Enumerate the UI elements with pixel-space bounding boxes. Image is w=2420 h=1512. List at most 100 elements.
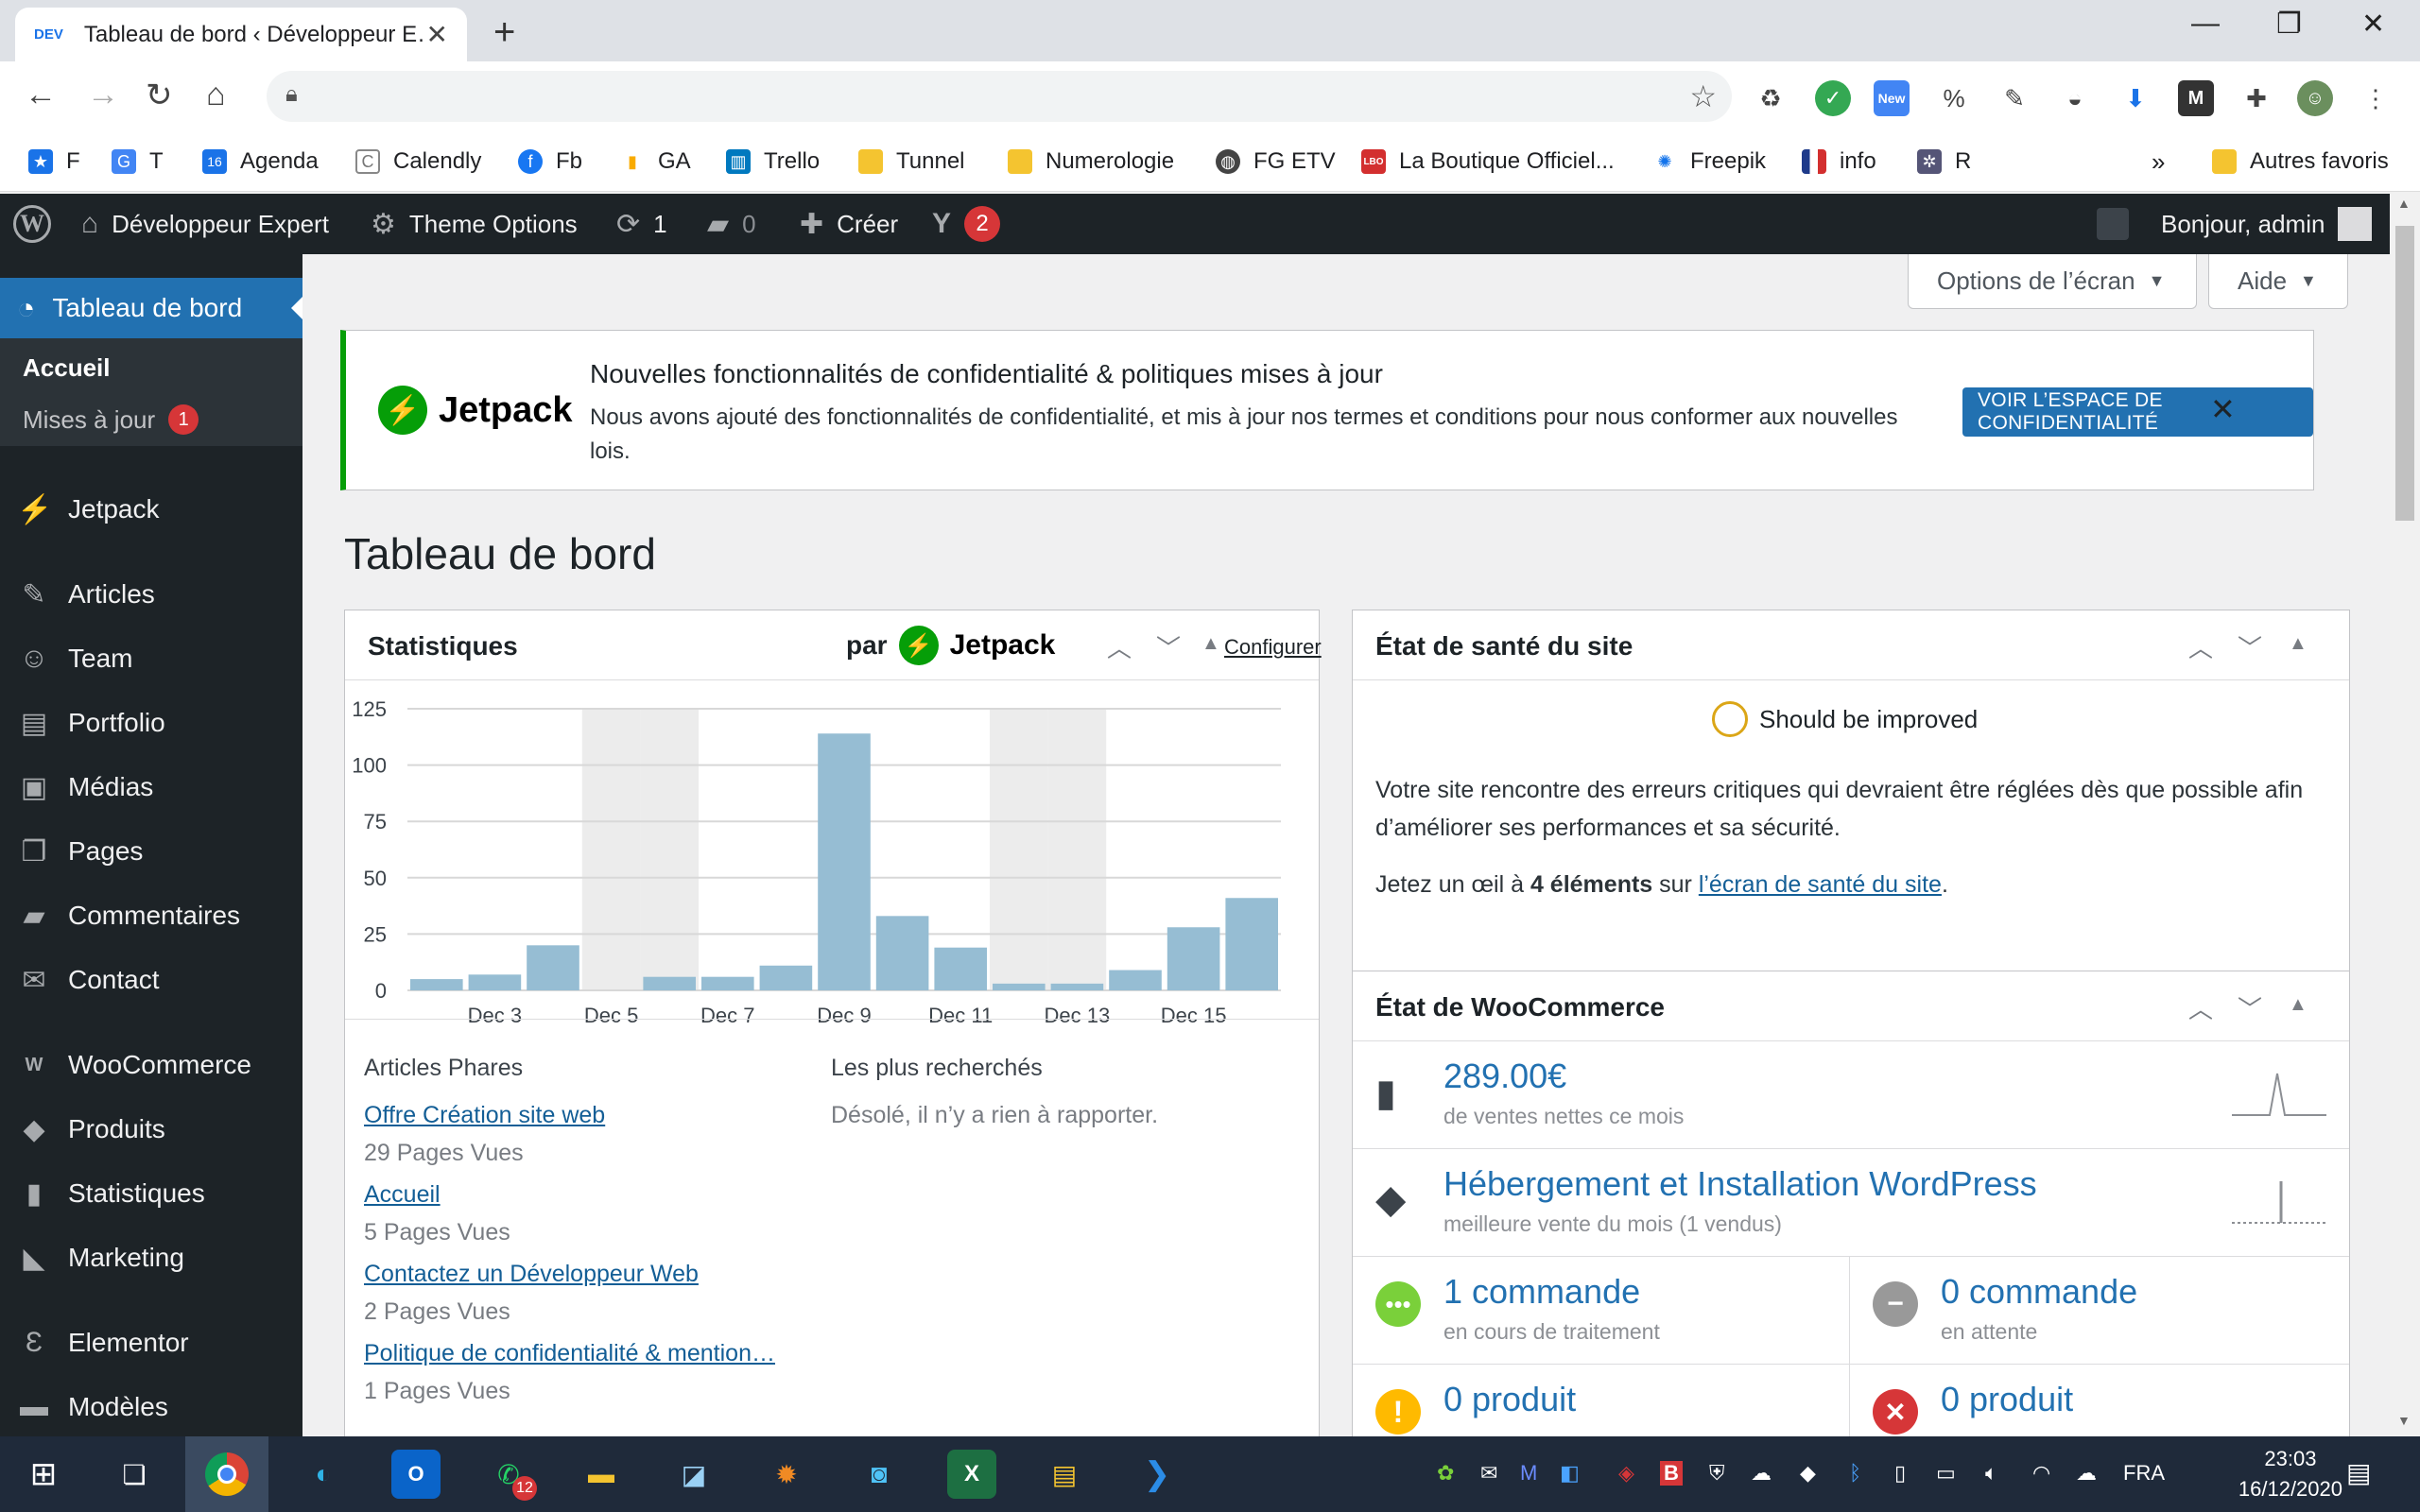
- other-bookmarks-folder[interactable]: Autres favoris: [2212, 143, 2389, 180]
- top-post-link[interactable]: Contactez un Développeur Web: [364, 1261, 699, 1287]
- out-of-stock-cell[interactable]: ✕ 0 produit: [1850, 1365, 2349, 1436]
- tray-dropbox-icon[interactable]: ◆: [1800, 1461, 1816, 1485]
- menu-media[interactable]: ▣ Médias: [0, 761, 302, 814]
- account-menu[interactable]: Bonjour, admin: [2161, 194, 2373, 254]
- bookmark-item[interactable]: ▥ Trello: [726, 143, 820, 180]
- menu-marketing[interactable]: ◣ Marketing: [0, 1231, 302, 1284]
- new-tab-icon[interactable]: +: [493, 11, 516, 53]
- bookmark-item[interactable]: Tunnel: [858, 143, 965, 180]
- windows-start-icon[interactable]: ⊞: [29, 1456, 58, 1492]
- bookmark-item[interactable]: LBO La Boutique Officiel...: [1361, 143, 1615, 180]
- tray-app-icon[interactable]: ✿: [1437, 1461, 1455, 1485]
- tray-bluetooth-icon[interactable]: ᛒ: [1849, 1461, 1862, 1485]
- percent-ext-icon[interactable]: %: [1943, 83, 1965, 112]
- move-up-icon[interactable]: ︿: [2188, 634, 2214, 662]
- menu-contact[interactable]: ✉ Contact: [0, 954, 302, 1006]
- tray-mail-icon[interactable]: ✉: [1480, 1461, 1498, 1485]
- configure-link[interactable]: Configurer: [1224, 635, 1322, 659]
- download-ext-icon[interactable]: ⬇: [2125, 83, 2146, 112]
- restore-icon[interactable]: ❐: [2276, 9, 2302, 40]
- tray-cloud-sync-icon[interactable]: ☁: [2076, 1461, 2097, 1485]
- address-bar[interactable]: 🔒︎ ☆: [267, 71, 1732, 122]
- tray-onedrive-icon[interactable]: ☁: [1751, 1461, 1772, 1485]
- bookmark-item[interactable]: ◍ FG ETV: [1216, 143, 1336, 180]
- top-post-link[interactable]: Offre Création site web: [364, 1102, 606, 1128]
- bookmark-item[interactable]: Numerologie: [1008, 143, 1174, 180]
- minimize-icon[interactable]: —: [2191, 8, 2220, 39]
- scrollbar-thumb[interactable]: [2395, 226, 2414, 521]
- bookmark-star-icon[interactable]: ☆: [1689, 79, 1717, 113]
- screen-options-button[interactable]: Options de l’écran ▼: [1908, 254, 2197, 309]
- low-stock-cell[interactable]: ! 0 produit: [1353, 1365, 1850, 1436]
- reload-icon[interactable]: ↻: [146, 77, 173, 113]
- tray-outlook-icon[interactable]: ◧: [1560, 1461, 1580, 1485]
- dismiss-icon[interactable]: ✕: [2210, 392, 2236, 426]
- bookmark-item[interactable]: ✺ Freepik: [1652, 143, 1766, 180]
- site-name-link[interactable]: ⌂ Développeur Expert: [81, 208, 329, 239]
- incognito-ext-icon[interactable]: ◒: [2067, 83, 2083, 112]
- bookmark-item[interactable]: ★ F: [28, 143, 80, 180]
- menu-comments[interactable]: ▰ Commentaires: [0, 889, 302, 942]
- tray-shield-icon[interactable]: ⛨: [1709, 1461, 1725, 1485]
- menu-woocommerce[interactable]: W WooCommerce: [0, 1039, 302, 1091]
- menu-team[interactable]: ☺ Team: [0, 632, 302, 685]
- home-icon[interactable]: ⌂: [206, 77, 226, 112]
- browser-tab[interactable]: DEV Tableau de bord ‹ Développeur E… ✕: [15, 8, 467, 61]
- notepad-taskbar-icon[interactable]: ◪: [681, 1459, 707, 1489]
- move-down-icon[interactable]: ﹀: [1156, 634, 1182, 662]
- scroll-down-icon[interactable]: ▼: [2397, 1413, 2411, 1428]
- chrome-taskbar-icon[interactable]: [185, 1436, 268, 1512]
- collapse-icon[interactable]: ▲: [2289, 994, 2308, 1015]
- submenu-home[interactable]: Accueil: [23, 353, 111, 382]
- menu-products[interactable]: ◆ Produits: [0, 1103, 302, 1156]
- file-explorer-taskbar-icon[interactable]: ▬: [588, 1459, 614, 1488]
- net-sales-row[interactable]: ▮ 289.00€ de ventes nettes ce mois: [1353, 1041, 2349, 1149]
- tray-device-icon[interactable]: ▯: [1894, 1461, 1907, 1485]
- recycle-ext-icon[interactable]: ♻: [1759, 83, 1782, 112]
- tray-volume-icon[interactable]: 🔈︎: [1985, 1461, 1998, 1485]
- notifications-icon[interactable]: [2097, 194, 2129, 254]
- edge-taskbar-icon[interactable]: ◐: [315, 1459, 332, 1488]
- updates-link[interactable]: ⟳ 1: [616, 208, 667, 240]
- menu-portfolio[interactable]: ▤ Portfolio: [0, 696, 302, 749]
- scroll-up-icon[interactable]: ▲: [2397, 196, 2411, 211]
- bookmark-item[interactable]: info: [1802, 143, 1876, 180]
- move-up-icon[interactable]: ︿: [2188, 995, 2214, 1023]
- site-health-link[interactable]: l’écran de santé du site: [1698, 871, 1942, 898]
- menu-templates[interactable]: ▬ Modèles: [0, 1381, 302, 1434]
- outlook-taskbar-icon[interactable]: O: [391, 1450, 441, 1499]
- menu-articles[interactable]: ✎ Articles: [0, 568, 302, 621]
- profile-avatar-icon[interactable]: ☺: [2297, 80, 2333, 116]
- help-button[interactable]: Aide ▼: [2208, 254, 2348, 309]
- menu-statistics[interactable]: ▮ Statistiques: [0, 1167, 302, 1220]
- taskbar-clock[interactable]: 23:03 16/12/2020: [2238, 1447, 2342, 1501]
- move-down-icon[interactable]: ﹀: [2238, 634, 2263, 662]
- theme-options-link[interactable]: ⚙ Theme Options: [371, 208, 578, 240]
- new-ext-icon[interactable]: New: [1874, 80, 1910, 116]
- yoast-link[interactable]: Y 2: [932, 194, 1001, 254]
- browser-menu-icon[interactable]: ⋮: [2363, 83, 2388, 112]
- create-new-link[interactable]: ✚ Créer: [800, 208, 899, 240]
- collapse-icon[interactable]: ▲: [2289, 633, 2308, 654]
- move-down-icon[interactable]: ﹀: [2238, 995, 2263, 1023]
- menu-dashboard[interactable]: ◔ Tableau de bord: [0, 278, 302, 338]
- forward-icon[interactable]: →: [87, 77, 119, 112]
- notifications-center-icon[interactable]: ▤: [2346, 1458, 2372, 1487]
- m-ext-icon[interactable]: M: [2178, 80, 2214, 116]
- on-hold-orders-cell[interactable]: − 0 commande en attente: [1850, 1257, 2349, 1365]
- processing-orders-cell[interactable]: ••• 1 commande en cours de traitement: [1353, 1257, 1850, 1365]
- move-up-icon[interactable]: ︿: [1107, 634, 1132, 662]
- eyedropper-ext-icon[interactable]: ✎: [2004, 83, 2025, 112]
- check-ext-icon[interactable]: ✓: [1815, 80, 1851, 116]
- back-icon[interactable]: ←: [25, 77, 57, 112]
- app-taskbar-icon[interactable]: ✹: [775, 1459, 798, 1489]
- tray-b-icon[interactable]: B: [1660, 1461, 1683, 1486]
- vscode-taskbar-icon[interactable]: ❯: [1143, 1456, 1171, 1492]
- bookmark-item[interactable]: ✲ R: [1917, 143, 1971, 180]
- whatsapp-taskbar-icon[interactable]: ✆ 12: [484, 1450, 537, 1501]
- sticky-notes-taskbar-icon[interactable]: ▤: [1051, 1459, 1078, 1489]
- task-view-icon[interactable]: ❏: [122, 1459, 147, 1489]
- tray-red-icon[interactable]: ◈: [1618, 1461, 1634, 1485]
- top-post-link[interactable]: Accueil: [364, 1181, 441, 1208]
